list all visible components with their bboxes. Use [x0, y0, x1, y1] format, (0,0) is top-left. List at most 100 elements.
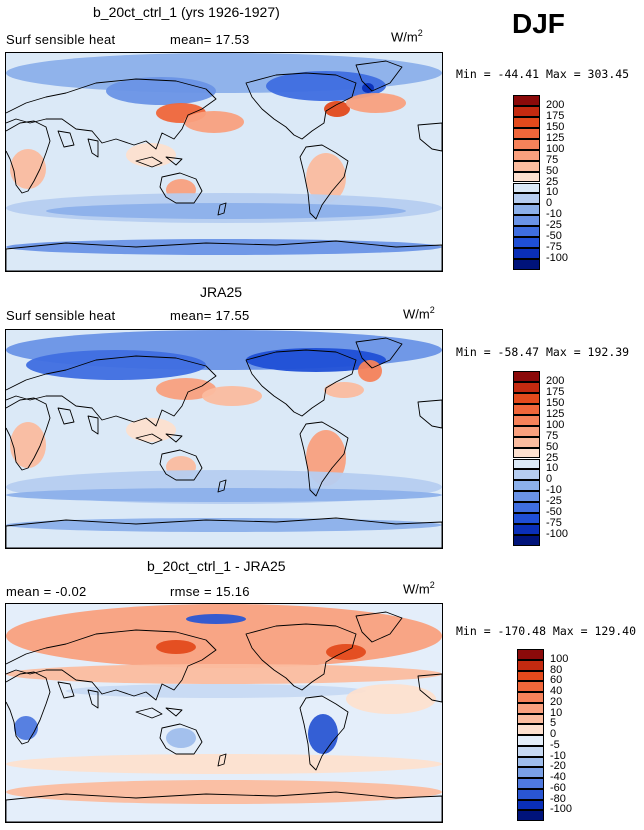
- season-label: DJF: [512, 8, 565, 39]
- coastline: [417, 399, 442, 429]
- field-contour: [346, 684, 436, 714]
- colorbar-swatch: [513, 436, 540, 448]
- colorbar-label: 75: [546, 429, 559, 442]
- field-contour: [308, 714, 338, 754]
- colorbar-label: -10: [550, 749, 566, 762]
- colorbar-label: -40: [550, 771, 566, 783]
- colorbar-swatch: [513, 381, 540, 393]
- map-panel-difference: [5, 603, 443, 823]
- min-max-label: Min = -58.47 Max = 192.39: [456, 345, 630, 359]
- colorbar-swatch: [513, 535, 540, 546]
- field-contour: [156, 378, 216, 400]
- mean-label: mean= 17.53: [170, 32, 250, 47]
- colorbar-swatch: [517, 649, 544, 660]
- field-contour: [324, 101, 350, 117]
- colorbar-swatch: [513, 95, 540, 106]
- colorbar-swatch: [513, 480, 540, 492]
- colorbar-swatch: [513, 127, 540, 139]
- colorbar-swatch: [517, 681, 544, 692]
- colorbar-swatch: [513, 237, 540, 249]
- colorbar-label: 125: [546, 407, 565, 420]
- colorbar-label: -80: [550, 792, 566, 805]
- rmse-label: rmse = 15.16: [170, 584, 250, 599]
- colorbar-swatch: [517, 724, 544, 735]
- coastline: [6, 240, 442, 271]
- colorbar-swatch: [513, 182, 540, 194]
- field-contour: [306, 153, 346, 203]
- colorbar-swatch: [513, 259, 540, 270]
- field-contour: [202, 386, 262, 406]
- colorbar-swatch: [517, 735, 544, 746]
- colorbar-label: 25: [546, 451, 559, 464]
- coastline: [299, 144, 349, 220]
- colorbar-label: 50: [546, 164, 559, 177]
- colorbar-swatch: [517, 692, 544, 703]
- colorbar-swatch: [517, 756, 544, 768]
- colorbar-label: 25: [546, 175, 559, 188]
- coastline: [217, 202, 227, 216]
- coastline: [245, 349, 357, 417]
- coastline: [417, 673, 442, 703]
- colorbar-label: -20: [550, 760, 566, 773]
- coastline: [135, 433, 183, 445]
- colorbar-label: 10: [550, 706, 563, 719]
- colorbar-label: 0: [546, 473, 553, 486]
- colorbar-label: 100: [546, 418, 565, 431]
- coastline: [57, 407, 99, 435]
- colorbar-label: 5: [550, 717, 557, 730]
- colorbar-label: 100: [550, 652, 569, 665]
- min-max-label: Min = -170.48 Max = 129.40: [456, 624, 637, 638]
- field-contour: [6, 780, 442, 804]
- coastline: [355, 60, 403, 92]
- field-contour: [186, 614, 246, 624]
- colorbar-swatch: [517, 745, 544, 757]
- colorbar-label: 20: [550, 695, 563, 708]
- colorbar-label: -100: [550, 803, 573, 816]
- colorbar-label: -60: [550, 781, 566, 794]
- colorbar-swatch: [513, 513, 540, 525]
- colorbar-label: 50: [546, 440, 559, 453]
- colorbar-label: -50: [546, 230, 562, 243]
- coastline: [355, 337, 403, 369]
- coastline: [159, 449, 203, 481]
- units-label: W/m2: [403, 305, 435, 322]
- colorbar-swatch: [513, 215, 540, 227]
- colorbar-swatch: [513, 414, 540, 426]
- colorbar-label: 75: [546, 153, 559, 166]
- field-contour: [326, 644, 366, 660]
- coastline: [57, 130, 99, 158]
- colorbar-label: -50: [546, 506, 562, 519]
- coastline: [6, 671, 51, 745]
- colorbar-label: 150: [546, 396, 565, 409]
- colorbar-label: 80: [550, 663, 563, 676]
- colorbar-swatch: [517, 778, 544, 789]
- coastline: [6, 517, 442, 548]
- colorbar-label: -100: [546, 252, 569, 265]
- colorbar-label: 10: [546, 186, 559, 199]
- coastline: [159, 723, 203, 755]
- panel-title: b_20ct_ctrl_1 (yrs 1926-1927): [93, 4, 280, 20]
- colorbar-label: 200: [546, 374, 565, 387]
- field-contour: [358, 360, 382, 382]
- colorbar-swatch: [513, 226, 540, 238]
- coastline: [299, 695, 349, 771]
- field-contour: [266, 71, 386, 101]
- field-contour: [10, 149, 46, 189]
- colorbar-swatch: [517, 767, 544, 778]
- field-contour: [10, 422, 46, 468]
- colorbar-swatch: [513, 458, 540, 470]
- coastline: [355, 611, 403, 643]
- field-contour: [166, 728, 196, 748]
- colorbar-swatch: [513, 149, 540, 161]
- coastline: [6, 78, 217, 150]
- coastline: [6, 629, 217, 701]
- variable-label: Surf sensible heat: [6, 32, 116, 47]
- field-contour: [6, 239, 442, 255]
- coastline: [6, 397, 51, 471]
- colorbar-swatch: [513, 392, 540, 404]
- field-contour: [46, 203, 406, 219]
- colorbar-label: 200: [546, 98, 565, 111]
- colorbar-swatch: [517, 788, 544, 800]
- field-contour: [362, 83, 374, 93]
- field-contour: [346, 93, 406, 113]
